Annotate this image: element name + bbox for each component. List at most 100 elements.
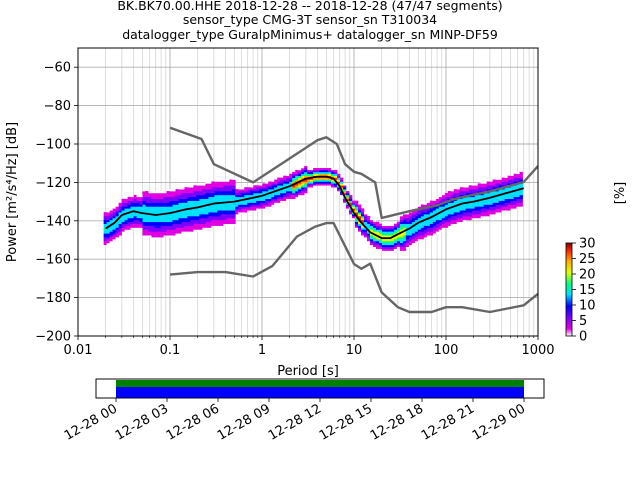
density-cell: [136, 219, 140, 223]
density-cell: [151, 202, 155, 205]
density-cell: [384, 248, 389, 251]
density-cell: [187, 219, 191, 223]
density-cell: [205, 216, 209, 219]
density-cell: [145, 229, 149, 232]
density-cell: [363, 217, 368, 221]
density-cell: [399, 233, 404, 236]
density-cell: [510, 187, 514, 190]
density-cell: [211, 216, 215, 219]
density-cell: [426, 225, 431, 228]
density-cell: [504, 194, 508, 198]
density-cell: [223, 196, 227, 200]
density-cell: [489, 192, 493, 196]
density-cell: [483, 181, 487, 184]
density-cell: [396, 235, 401, 238]
density-cell: [232, 185, 236, 188]
density-cell: [142, 198, 146, 201]
density-cell: [136, 212, 140, 215]
density-cell: [304, 175, 308, 178]
density-cell: [172, 231, 176, 234]
density-cell: [510, 204, 514, 207]
density-cell: [420, 225, 425, 228]
density-cell: [489, 185, 493, 188]
density-cell: [292, 173, 296, 176]
density-cell: [310, 173, 314, 176]
density-cell: [453, 206, 458, 209]
density-cell: [226, 208, 230, 211]
density-cell: [358, 225, 362, 228]
density-cell: [169, 216, 173, 219]
density-cell: [268, 192, 272, 196]
density-cell: [157, 219, 161, 223]
density-cell: [268, 181, 272, 184]
density-cell: [199, 223, 203, 226]
density-cell: [438, 198, 443, 201]
density-cell: [268, 200, 272, 203]
density-cell: [498, 200, 502, 203]
density-cell: [196, 192, 200, 196]
density-cell: [519, 175, 523, 178]
density-cell: [298, 185, 302, 188]
density-cell: [483, 200, 487, 203]
density-cell: [103, 233, 107, 236]
density-cell: [199, 191, 203, 194]
density-cell: [121, 202, 125, 205]
density-cell: [133, 221, 137, 224]
density-cell: [166, 233, 170, 236]
density-cell: [232, 219, 236, 223]
density-cell: [447, 210, 452, 213]
density-cell: [396, 240, 401, 244]
density-cell: [130, 194, 134, 198]
density-cell: [166, 231, 170, 234]
density-cell: [292, 187, 296, 190]
density-cell: [229, 191, 233, 194]
density-cell: [214, 221, 218, 224]
density-cell: [184, 200, 188, 203]
density-cell: [310, 179, 314, 182]
density-cell: [405, 229, 410, 232]
density-cell: [220, 198, 224, 201]
density-cell: [441, 227, 446, 230]
density-cell: [369, 229, 374, 232]
noise-models: [105, 126, 538, 314]
density-cell: [160, 221, 164, 224]
density-cell: [163, 217, 167, 221]
density-cell: [241, 204, 245, 207]
density-cell: [432, 221, 437, 224]
density-cell: [501, 185, 505, 188]
density-cell: [109, 221, 113, 224]
density-cell: [519, 200, 523, 203]
density-cell: [118, 206, 122, 209]
density-cell: [193, 217, 197, 221]
density-cell: [334, 175, 338, 178]
density-cell: [274, 194, 278, 198]
density-cell: [151, 219, 155, 223]
density-cell: [468, 217, 473, 221]
density-cell: [187, 225, 191, 228]
density-cell: [259, 191, 263, 194]
density-cell: [516, 175, 520, 178]
density-cell: [414, 225, 419, 228]
density-cell: [477, 212, 481, 215]
density-cell: [175, 192, 179, 196]
density-cell: [504, 187, 508, 190]
density-cell: [145, 214, 149, 217]
density-cell: [426, 221, 431, 224]
density-cell: [304, 181, 308, 184]
density-cell: [205, 191, 209, 194]
density-cell: [208, 196, 212, 200]
density-cell: [516, 173, 520, 176]
density-cell: [447, 196, 452, 200]
density-cell: [355, 225, 359, 228]
density-cell: [322, 169, 326, 173]
density-cell: [516, 171, 520, 175]
density-cell: [417, 225, 422, 228]
density-cell: [136, 225, 140, 228]
density-cell: [211, 198, 215, 201]
density-cell: [292, 185, 296, 188]
density-cell: [483, 198, 487, 201]
density-cell: [307, 173, 311, 176]
density-cell: [480, 216, 484, 219]
density-cell: [172, 217, 176, 221]
density-cell: [244, 202, 248, 205]
